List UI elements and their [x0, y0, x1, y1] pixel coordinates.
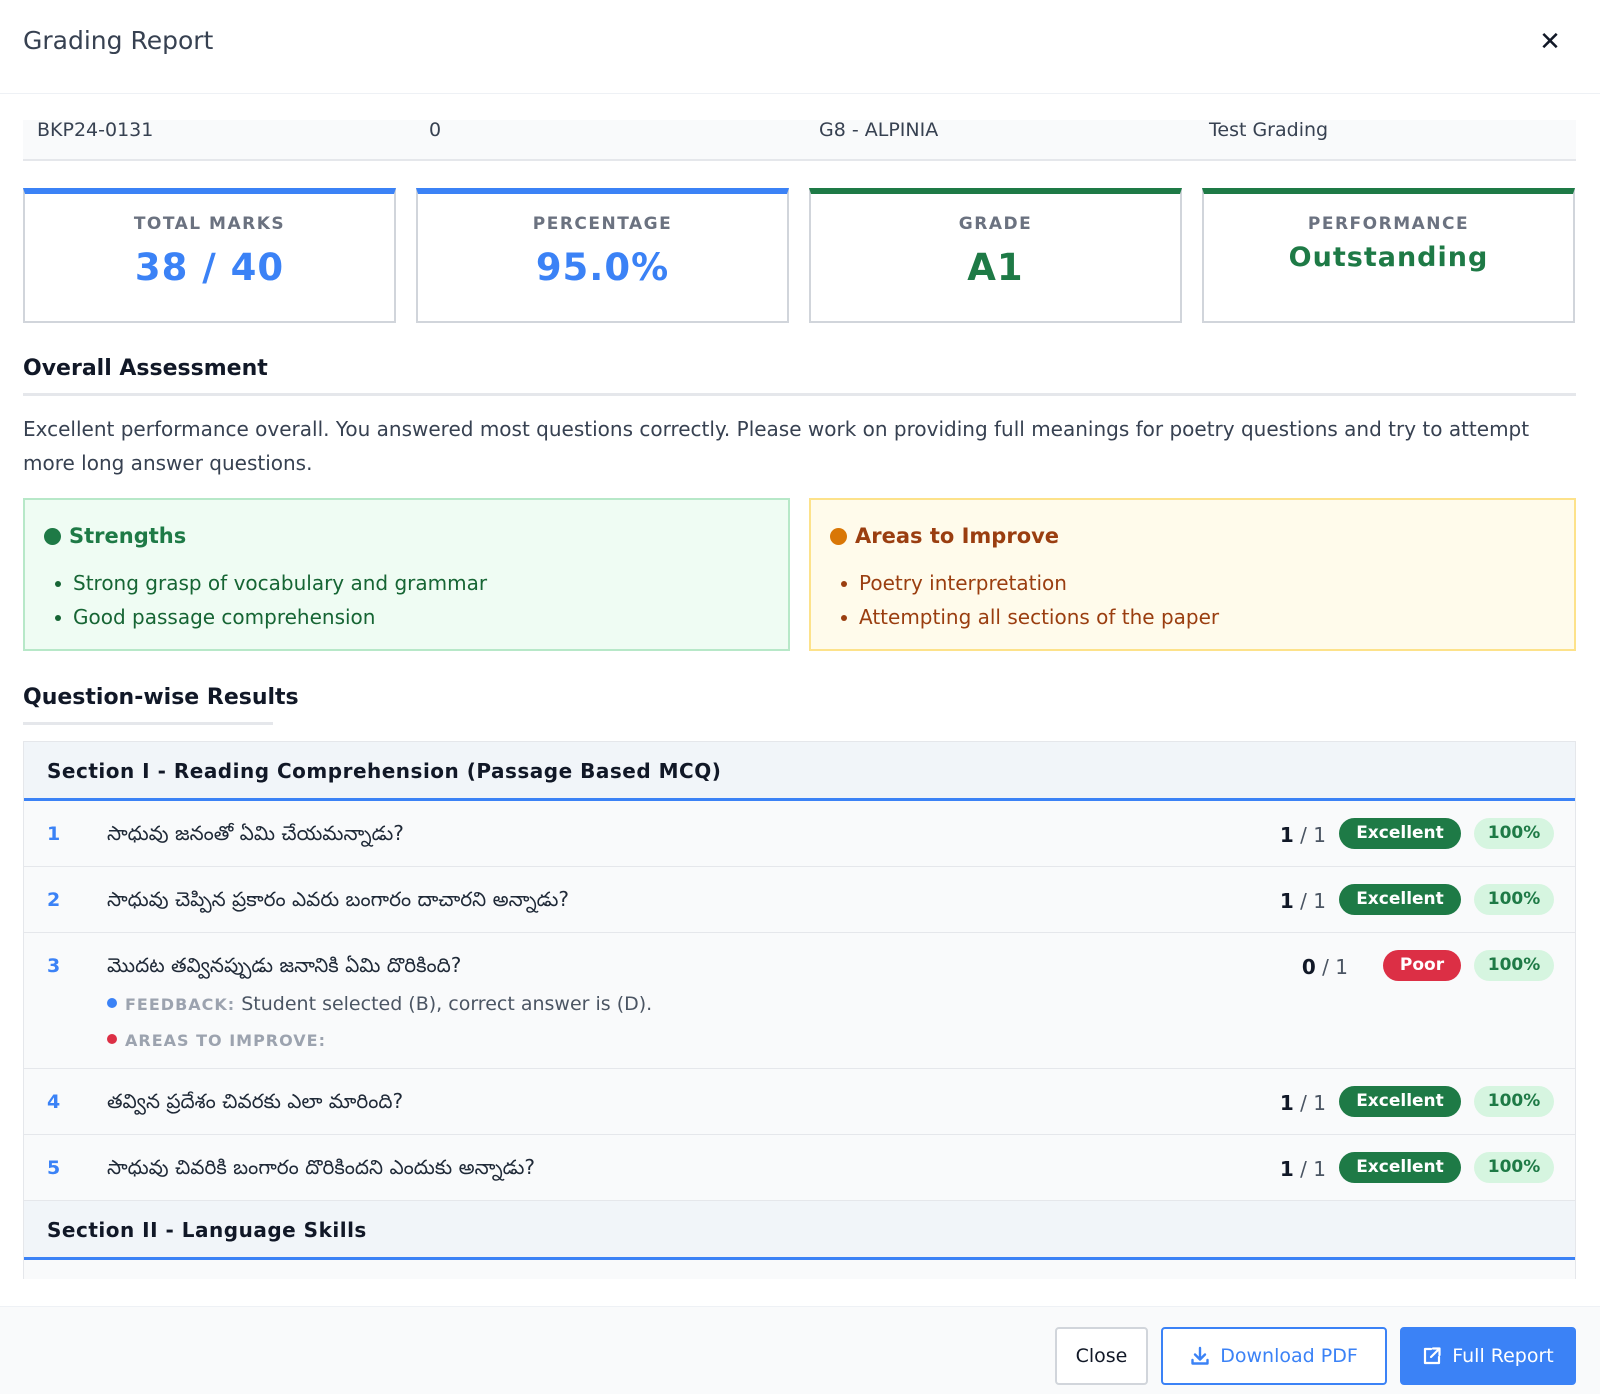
close-icon[interactable]: ✕ [1539, 27, 1561, 57]
external-link-icon [1424, 1347, 1441, 1365]
question-score: 1 / 1 [1279, 1091, 1326, 1115]
question-text: సాధువు చెప్పిన ప్రకారం ఎవరు బంగారం దాచార… [107, 887, 569, 911]
overall-assessment-heading: Overall Assessment [23, 356, 268, 381]
strengths-panel: Strengths Strong grasp of vocabulary and… [23, 498, 790, 651]
table-row[interactable]: 4 తవ్విన ప్రదేశం చివరకు ఎలా మారింది? 1 /… [24, 1069, 1575, 1135]
question-text: మొదట తవ్వినప్పుడు జనానికి ఏమి దొరికింది? [107, 953, 462, 977]
improve-title: Areas to Improve [855, 524, 1060, 548]
feedback-line: FEEDBACK: Student selected (B), correct … [107, 993, 652, 1015]
table-row[interactable]: 1 సాధువు జనంతో ఏమి చేయమన్నాడు? 1 / 1 Exc… [24, 801, 1575, 867]
question-score: 1 / 1 [1279, 823, 1326, 847]
download-pdf-label: Download PDF [1220, 1345, 1358, 1367]
list-item: Strong grasp of vocabulary and grammar [55, 566, 487, 600]
table-row[interactable]: 3 మొదట తవ్వినప్పుడు జనానికి ఏమి దొరికింద… [24, 933, 1575, 1069]
performance-value: Outstanding [1288, 242, 1489, 273]
stat-label: GRADE [958, 214, 1033, 234]
question-number: 3 [47, 955, 61, 977]
percentage-badge: 100% [1474, 884, 1554, 915]
divider [23, 722, 273, 725]
rating-badge: Excellent [1339, 818, 1461, 849]
percentage-badge: 100% [1474, 1152, 1554, 1183]
list-item: Good passage comprehension [55, 600, 487, 634]
percentage-card: PERCENTAGE 95.0% [416, 188, 789, 323]
section-header[interactable]: Section II - Language Skills [24, 1201, 1575, 1260]
rating-badge: Excellent [1339, 1086, 1461, 1117]
improve-dot-icon [830, 528, 847, 545]
list-item: Poetry interpretation [841, 566, 1219, 600]
strengths-list: Strong grasp of vocabulary and grammar G… [55, 566, 487, 634]
class-section: G8 - ALPINIA [819, 119, 939, 141]
question-number: 5 [47, 1157, 61, 1179]
feedback-dot-icon [107, 998, 117, 1008]
areas-to-improve-line: AREAS TO IMPROVE: [107, 1029, 326, 1051]
download-icon [1191, 1346, 1209, 1365]
stat-label: PERFORMANCE [1307, 214, 1470, 234]
question-results-heading: Question-wise Results [23, 685, 299, 710]
modal-footer: Close Download PDF Full Report [0, 1306, 1600, 1394]
percentage-value: 95.0% [535, 246, 670, 289]
improve-label: AREAS TO IMPROVE: [125, 1031, 326, 1050]
rating-badge: Excellent [1339, 1152, 1461, 1183]
table-row[interactable]: 5 సాధువు చివరికి బంగారం దొరికిందని ఎందుక… [24, 1135, 1575, 1201]
improve-list: Poetry interpretation Attempting all sec… [841, 566, 1219, 634]
total-marks-value: 38 / 40 [134, 246, 285, 289]
feedback-label: FEEDBACK: [125, 995, 236, 1014]
info-value-2: 0 [429, 119, 442, 141]
question-number: 2 [47, 889, 61, 911]
student-id: BKP24-0131 [37, 119, 154, 141]
list-item: Attempting all sections of the paper [841, 600, 1219, 634]
question-score: 0 / 1 [1301, 955, 1348, 979]
stat-label: PERCENTAGE [532, 214, 673, 234]
section-title: Section I - Reading Comprehension (Passa… [47, 759, 722, 783]
download-pdf-button[interactable]: Download PDF [1161, 1327, 1387, 1385]
close-button[interactable]: Close [1055, 1327, 1148, 1385]
total-marks-card: TOTAL MARKS 38 / 40 [23, 188, 396, 323]
rating-badge: Excellent [1339, 884, 1461, 915]
table-row[interactable]: 2 సాధువు చెప్పిన ప్రకారం ఎవరు బంగారం దాచ… [24, 867, 1575, 933]
performance-card: PERFORMANCE Outstanding [1202, 188, 1575, 323]
feedback-text: Student selected (B), correct answer is … [241, 993, 653, 1015]
question-text: సాధువు చివరికి బంగారం దొరికిందని ఎందుకు … [107, 1155, 536, 1179]
question-text: తవ్విన ప్రదేశం చివరకు ఎలా మారింది? [107, 1089, 404, 1113]
full-report-button[interactable]: Full Report [1400, 1327, 1576, 1385]
grade-value: A1 [967, 246, 1024, 289]
question-score: 1 / 1 [1279, 1157, 1326, 1181]
section-header[interactable]: Section I - Reading Comprehension (Passa… [24, 742, 1575, 801]
areas-to-improve-panel: Areas to Improve Poetry interpretation A… [809, 498, 1576, 651]
percentage-badge: 100% [1474, 1086, 1554, 1117]
results-scroll-area[interactable]: Section I - Reading Comprehension (Passa… [23, 741, 1576, 1279]
percentage-badge: 100% [1474, 950, 1554, 981]
rating-badge: Poor [1383, 950, 1461, 981]
question-number: 4 [47, 1091, 61, 1113]
divider [23, 393, 1576, 396]
strengths-dot-icon [44, 528, 61, 545]
question-score: 1 / 1 [1279, 889, 1326, 913]
exam-name: Test Grading [1209, 119, 1329, 141]
modal-header: Grading Report ✕ [0, 0, 1600, 94]
modal-title: Grading Report [23, 26, 214, 55]
question-number: 1 [47, 823, 61, 845]
strengths-title: Strengths [69, 524, 187, 548]
grade-card: GRADE A1 [809, 188, 1182, 323]
question-text: సాధువు జనంతో ఏమి చేయమన్నాడు? [107, 821, 404, 845]
percentage-badge: 100% [1474, 818, 1554, 849]
student-info-row: BKP24-0131 0 G8 - ALPINIA Test Grading [23, 120, 1576, 161]
section-title: Section II - Language Skills [47, 1218, 367, 1242]
stat-label: TOTAL MARKS [133, 214, 286, 234]
assessment-text: Excellent performance overall. You answe… [23, 417, 1530, 475]
full-report-label: Full Report [1452, 1345, 1554, 1367]
improve-dot-icon [107, 1034, 117, 1044]
